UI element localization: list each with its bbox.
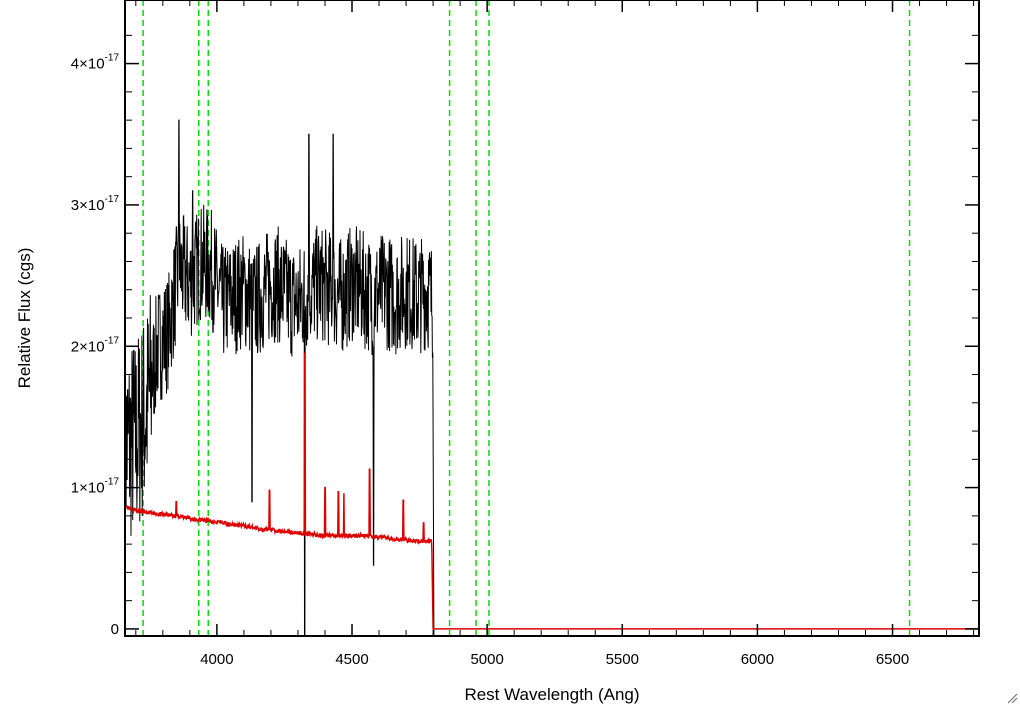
y-tick-exponent: -17: [105, 477, 120, 488]
x-tick-label: 6000: [741, 651, 774, 668]
plot-frame: [124, 0, 980, 637]
plot-content: [125, 0, 979, 636]
y-tick-exponent: -17: [105, 335, 120, 346]
y-tick-exponent: -17: [105, 194, 120, 205]
x-tick-label: 5500: [606, 651, 639, 668]
y-tick-mantissa: 3×10: [71, 197, 105, 214]
x-axis-title: Rest Wavelength (Ang): [464, 685, 639, 704]
axis-ticks: [125, 0, 979, 636]
y-tick-mantissa: 4×10: [71, 56, 105, 73]
axis-tick-labels: 4000 4500 5000 5500 6000 650001×10-172×10-173…: [71, 53, 909, 668]
observed-spectrum-line: [125, 119, 435, 636]
y-tick-mantissa: 1×10: [71, 480, 105, 497]
y-tick-exponent: -17: [105, 53, 120, 64]
y-tick-label: 2×10-17: [71, 335, 120, 355]
x-tick-label: 6500: [876, 651, 909, 668]
x-tick-label: 5000: [470, 651, 503, 668]
y-tick-label: 1×10-17: [71, 477, 120, 497]
resize-grip-icon[interactable]: [1006, 692, 1018, 704]
y-tick-label: 4×10-17: [71, 53, 120, 73]
y-tick-mantissa: 2×10: [71, 338, 105, 355]
y-tick-mantissa: 0: [111, 621, 119, 638]
plot-clip-group: [125, 0, 979, 636]
y-axis-title: Relative Flux (cgs): [15, 248, 34, 389]
model-spectrum-line: [125, 352, 979, 630]
y-tick-label: 0: [111, 621, 119, 638]
y-tick-label: 3×10-17: [71, 194, 120, 214]
x-tick-label: 4000: [200, 651, 233, 668]
x-tick-label: 4500: [335, 651, 368, 668]
